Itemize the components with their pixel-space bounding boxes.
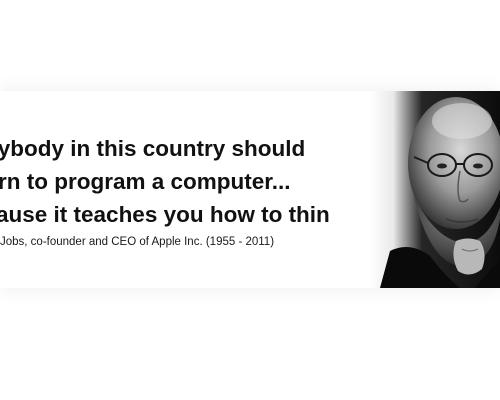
quote-line-3: ause it teaches you how to think xyxy=(0,202,330,227)
quote-line-2: rn to program a computer... xyxy=(0,169,291,194)
glasses-icon xyxy=(413,153,493,177)
quote-attribution: Jobs, co-founder and CEO of Apple Inc. (… xyxy=(0,236,275,248)
quote-text: rybody in this country should rn to prog… xyxy=(0,132,330,231)
quote-line-1: rybody in this country should xyxy=(0,136,306,161)
quote-banner: rybody in this country should rn to prog… xyxy=(0,91,500,288)
person-portrait-image xyxy=(370,91,500,288)
